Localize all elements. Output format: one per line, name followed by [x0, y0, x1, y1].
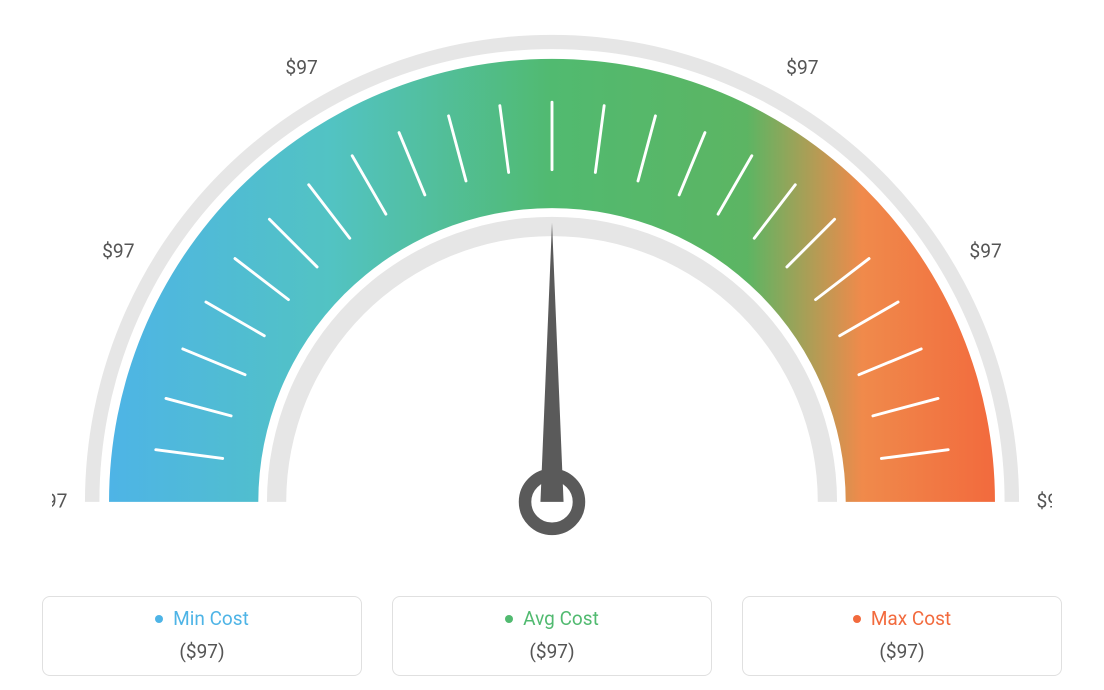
min-cost-label: Min Cost — [173, 607, 249, 630]
max-cost-label: Max Cost — [871, 607, 951, 630]
avg-cost-label: Avg Cost — [523, 607, 599, 630]
min-dot — [155, 615, 163, 623]
avg-dot — [505, 615, 513, 623]
max-dot — [853, 615, 861, 623]
gauge-chart: $97$97$97$97$97$97$97 — [0, 0, 1104, 560]
avg-cost-card: Avg Cost ($97) — [392, 596, 712, 676]
gauge-tick-label: $97 — [969, 239, 1001, 262]
gauge-tick-label: $97 — [285, 56, 317, 79]
gauge-svg: $97$97$97$97$97$97$97 — [52, 30, 1052, 550]
gauge-tick-label: $97 — [786, 56, 818, 79]
max-cost-card: Max Cost ($97) — [742, 596, 1062, 676]
max-cost-value: ($97) — [743, 640, 1061, 663]
min-cost-card: Min Cost ($97) — [42, 596, 362, 676]
min-cost-value: ($97) — [43, 640, 361, 663]
gauge-tick-label: $97 — [1037, 490, 1052, 513]
legend-cards: Min Cost ($97) Avg Cost ($97) Max Cost (… — [42, 596, 1062, 676]
avg-cost-value: ($97) — [393, 640, 711, 663]
gauge-tick-label: $97 — [52, 490, 67, 513]
gauge-tick-label: $97 — [102, 239, 134, 262]
